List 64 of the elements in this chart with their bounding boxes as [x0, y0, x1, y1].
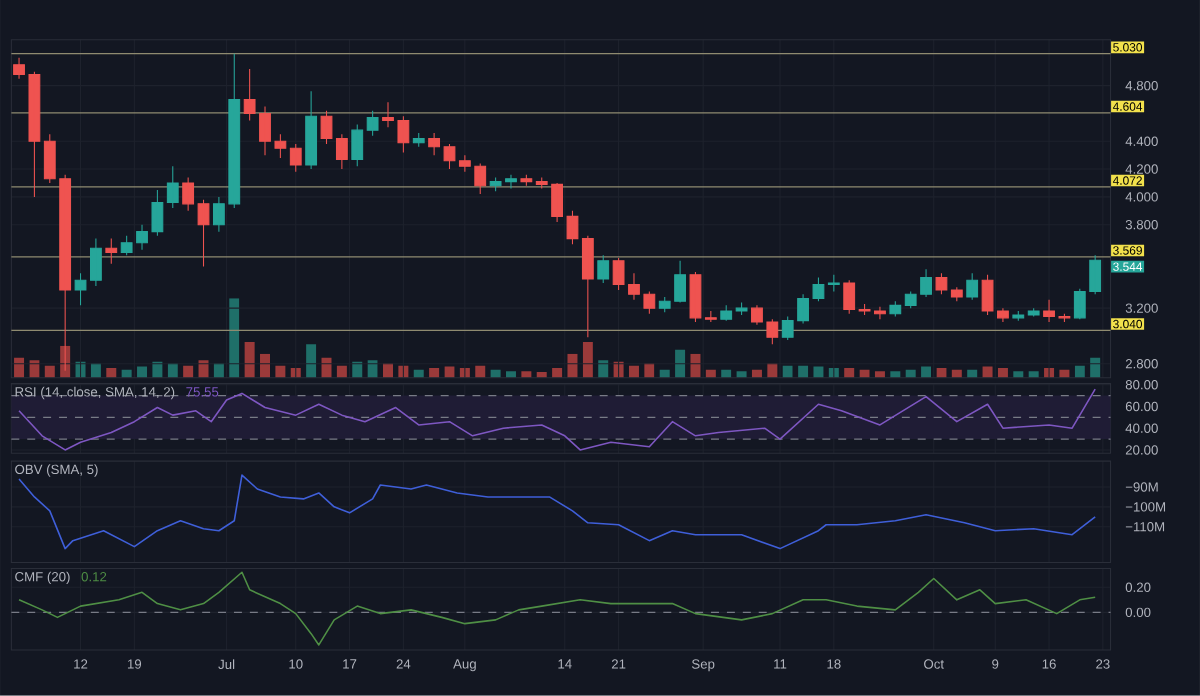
bar: [260, 353, 271, 378]
bar: [244, 342, 255, 378]
bar: [275, 365, 286, 378]
bar: [1028, 371, 1039, 378]
bar: [229, 298, 240, 378]
bar: [383, 363, 393, 378]
bar: [874, 371, 885, 378]
bar: [106, 368, 117, 378]
bar: [813, 366, 824, 378]
bar: [736, 371, 747, 378]
candlestick: [597, 254, 610, 284]
bar: [521, 371, 532, 378]
bar: [675, 350, 686, 378]
bar: [890, 371, 901, 378]
candlestick: [520, 174, 533, 187]
candlestick: [966, 273, 979, 301]
bar: [90, 363, 101, 378]
bar: [167, 363, 178, 378]
bar: [644, 363, 655, 378]
candlestick: [166, 165, 179, 209]
bar: [321, 357, 332, 378]
bar: [1074, 365, 1085, 378]
bar: [44, 365, 55, 378]
bar: [628, 365, 639, 378]
candlestick: [105, 238, 118, 265]
bar: [429, 368, 440, 378]
candlestick: [366, 110, 379, 137]
bar: [506, 371, 516, 378]
candlestick: [704, 310, 717, 323]
candlestick: [305, 90, 318, 170]
bar: [598, 360, 609, 378]
bar: [582, 342, 593, 378]
candlestick: [843, 279, 856, 315]
bar: [1013, 371, 1024, 378]
bar: [1090, 357, 1101, 378]
bar: [475, 365, 486, 378]
candlestick: [720, 304, 733, 322]
bar: [844, 368, 855, 378]
candlestick: [1027, 307, 1040, 318]
bar: [213, 363, 224, 378]
candlestick: [351, 124, 364, 167]
bar: [183, 365, 194, 378]
bar: [567, 353, 578, 378]
line-series: [18, 388, 1096, 451]
candlestick: [735, 302, 748, 316]
bar: [306, 344, 317, 378]
bar: [690, 353, 701, 378]
bar: [198, 360, 209, 378]
bar: [336, 365, 347, 378]
candlestick: [412, 132, 425, 148]
candlestick: [935, 273, 948, 295]
candlestick: [827, 274, 840, 293]
candlestick: [1012, 310, 1025, 322]
candlestick: [289, 143, 302, 173]
bar: [921, 366, 932, 378]
candlestick: [889, 300, 902, 318]
bar: [982, 366, 993, 378]
bar: [14, 357, 25, 378]
bar: [137, 366, 148, 378]
bar: [767, 363, 778, 378]
candlestick: [950, 286, 963, 302]
candlestick: [689, 271, 702, 323]
bar: [552, 368, 563, 378]
bar: [997, 368, 1008, 378]
